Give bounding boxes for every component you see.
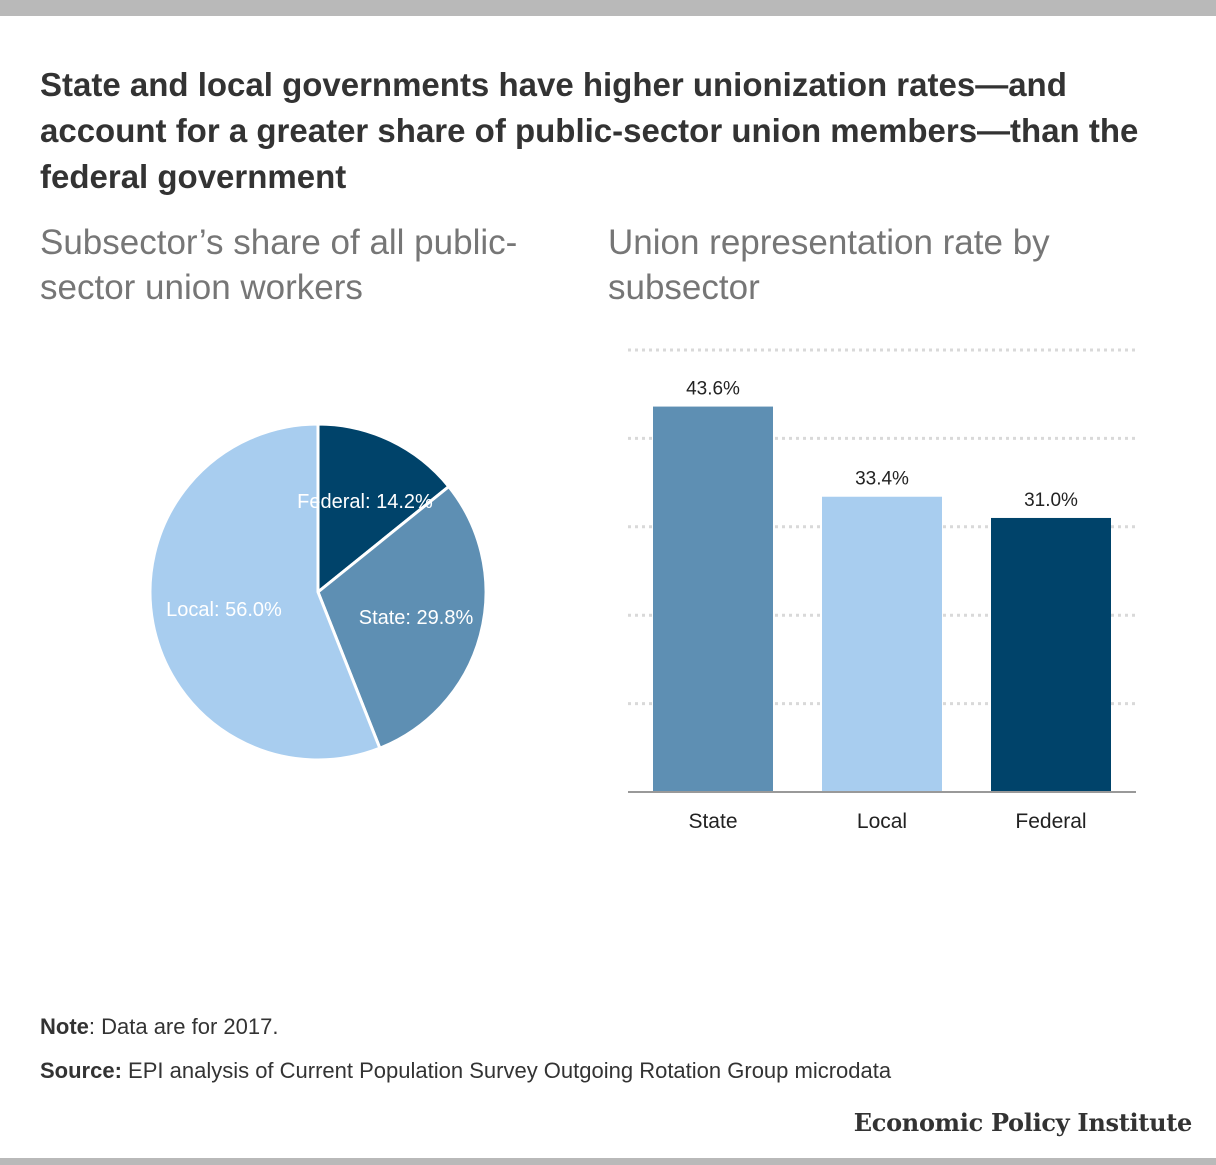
pie-outline — [147, 421, 489, 763]
bar-chart: 43.6% State 33.4% Local 31.0% Federal — [628, 348, 1136, 833]
bar-value-label-local: 33.4% — [855, 469, 909, 490]
note-label: Note — [40, 1014, 89, 1039]
pie-label-state: State: 29.8% — [359, 607, 474, 629]
x-tick-label-state: State — [688, 810, 737, 833]
note-text: : Data are for 2017. — [88, 1014, 279, 1039]
source-label: Source: — [40, 1058, 122, 1083]
pie-chart-title: Subsector’s share of all public-sector u… — [40, 223, 518, 307]
source: Source: EPI analysis of Current Populati… — [40, 1058, 891, 1084]
note: Note: Data are for 2017. — [40, 1014, 278, 1040]
x-tick-label-federal: Federal — [1015, 810, 1086, 833]
pie-label-federal: Federal: 14.2% — [297, 491, 433, 513]
bar-chart-title: Union representation rate by subsector — [608, 223, 1050, 307]
bar-local — [822, 496, 942, 792]
x-tick-label-local: Local — [857, 810, 907, 833]
bar-value-label-state: 43.6% — [686, 379, 740, 400]
pie-label-local: Local: 56.0% — [166, 599, 282, 621]
bar-value-label-federal: 31.0% — [1024, 490, 1078, 511]
brand-logo: Economic Policy Institute — [853, 1108, 1193, 1137]
bar-federal — [991, 517, 1111, 792]
chart-title: State and local governments have higher … — [40, 66, 1139, 195]
bar-state — [653, 406, 773, 792]
source-text: EPI analysis of Current Population Surve… — [121, 1058, 892, 1083]
pie-chart: Federal: 14.2% State: 29.8% Local: 56.0% — [147, 421, 489, 763]
bottom-border — [0, 1158, 1216, 1165]
top-border — [0, 0, 1216, 16]
